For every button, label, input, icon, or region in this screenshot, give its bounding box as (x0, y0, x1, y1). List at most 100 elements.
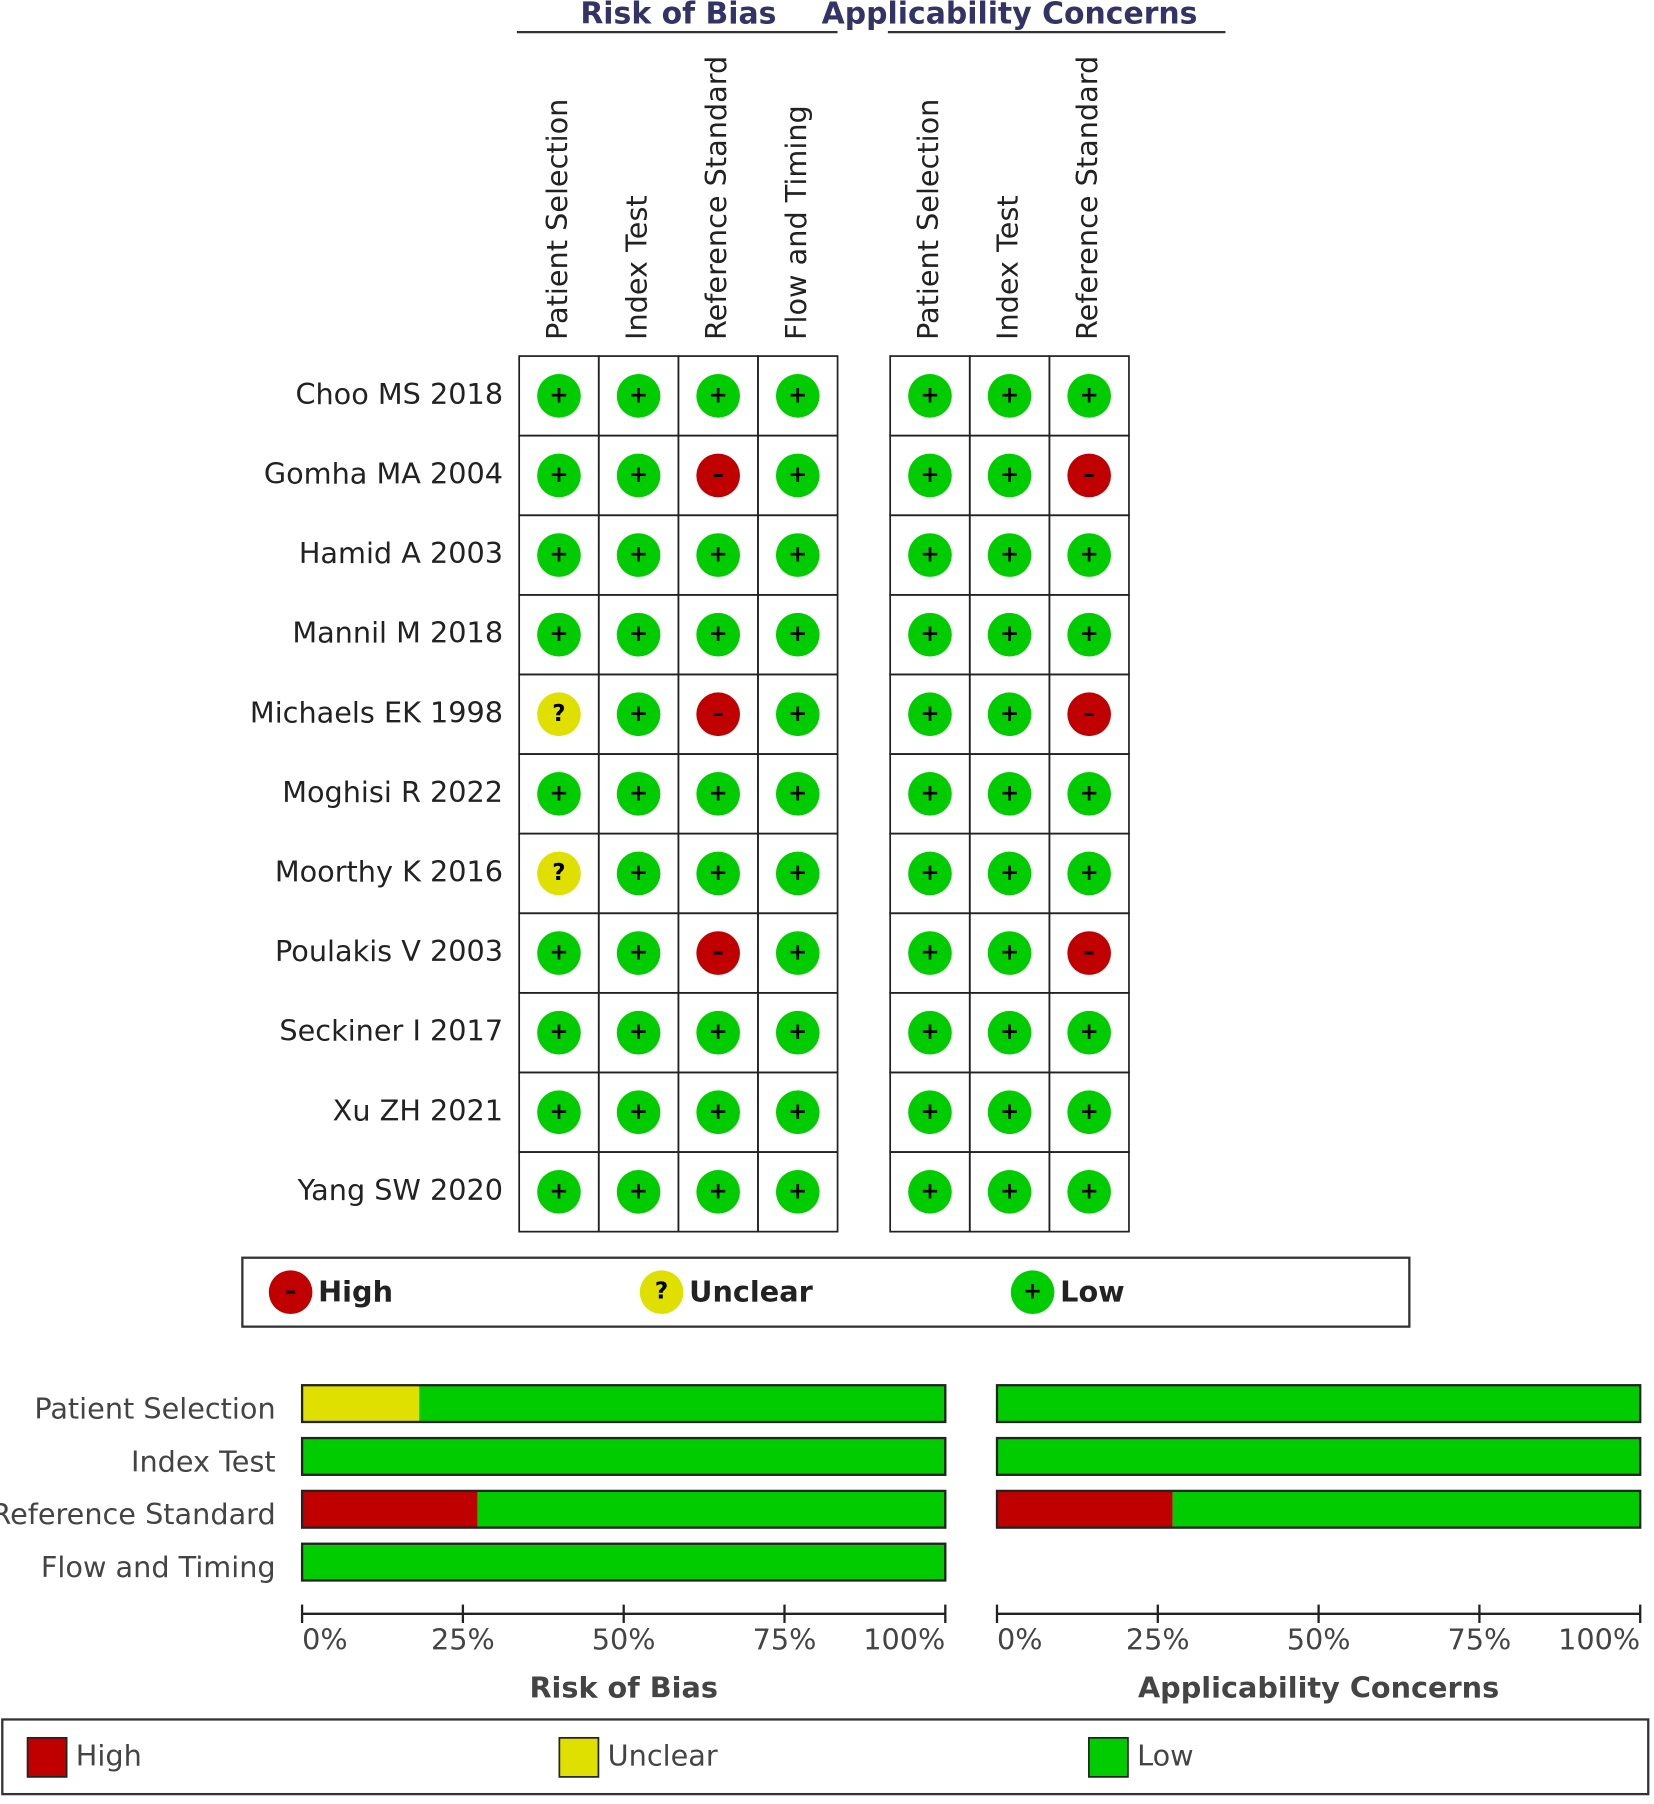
judgement-circle (775, 374, 820, 418)
judgement-symbol: + (920, 621, 939, 647)
judgement-symbol: – (1083, 701, 1094, 727)
judgement-symbol: – (712, 940, 723, 966)
judgement-circle (775, 453, 820, 498)
judgement-symbol: + (709, 621, 728, 647)
judgement-circle (987, 1010, 1032, 1055)
study-label: Moorthy K 2016 (275, 854, 503, 888)
judgement-circle (775, 1090, 820, 1135)
judgement-symbol: + (549, 542, 568, 568)
column-label: Reference Standard (1070, 56, 1104, 340)
judgement-circle (1067, 1170, 1111, 1214)
study-label: Gomha MA 2004 (264, 456, 503, 490)
judgement-symbol: + (1000, 542, 1019, 568)
judgement-symbol: + (920, 940, 939, 966)
judgement-symbol: + (788, 382, 807, 408)
category-label: Index Test (131, 1444, 276, 1478)
judgement-symbol: + (1080, 780, 1099, 806)
judgement-symbol: + (629, 621, 648, 647)
x-tick-label: 25% (431, 1622, 495, 1656)
bar-outline (995, 1384, 1642, 1424)
judgement-circle (537, 772, 581, 816)
cell (1048, 1151, 1130, 1233)
judgement-symbol: + (920, 1178, 939, 1204)
study-label: Choo MS 2018 (295, 377, 503, 411)
judgement-symbol: + (920, 382, 939, 408)
legend-label: Unclear (608, 1738, 718, 1772)
judgement-symbol: + (709, 1019, 728, 1045)
judgement-circle (908, 931, 952, 975)
legend-swatch (26, 1736, 68, 1778)
legend-label: Unclear (689, 1274, 813, 1308)
judgement-circle (1067, 931, 1111, 975)
study-label: Seckiner I 2017 (279, 1014, 503, 1048)
legend-symbol: – (285, 1279, 296, 1305)
judgement-circle (1067, 533, 1111, 577)
column-label: Index Test (991, 195, 1025, 340)
judgement-symbol: + (788, 860, 807, 886)
judgement-circle (908, 692, 952, 737)
bar-outline (300, 1384, 947, 1424)
judgement-circle (908, 453, 952, 498)
bar-segment (996, 1438, 1641, 1475)
column-label: Patient Selection (911, 99, 945, 340)
judgement-circle (696, 612, 740, 657)
category-label: Reference Standard (0, 1497, 276, 1531)
judgement-symbol: + (788, 1019, 807, 1045)
judgement-symbol: + (549, 1099, 568, 1125)
x-tick-label: 75% (1448, 1622, 1512, 1656)
legend-label: High (318, 1274, 393, 1308)
judgement-symbol: ? (552, 860, 565, 886)
judgement-circle (987, 1170, 1032, 1214)
judgement-symbol: – (1083, 462, 1094, 488)
judgement-circle (987, 772, 1032, 816)
judgement-symbol: + (920, 542, 939, 568)
legend-circle (1010, 1270, 1055, 1315)
judgement-symbol: + (788, 701, 807, 727)
legend-label: High (76, 1738, 142, 1772)
bar-segment (302, 1543, 946, 1581)
judgement-circle (616, 851, 661, 896)
judgement-circle (1067, 851, 1111, 896)
study-label: Poulakis V 2003 (275, 934, 503, 968)
judgement-symbol: + (788, 780, 807, 806)
judgement-symbol: – (712, 462, 723, 488)
bar-segment (419, 1385, 946, 1422)
study-label: Yang SW 2020 (297, 1173, 503, 1207)
judgement-circle (987, 453, 1032, 498)
bar-segment (996, 1385, 1641, 1422)
judgement-symbol: + (1080, 542, 1099, 568)
x-axis-title: Applicability Concerns (1138, 1671, 1499, 1705)
judgement-circle (1067, 1010, 1111, 1055)
judgement-symbol: + (709, 780, 728, 806)
bar-segment (1172, 1490, 1641, 1528)
judgement-symbol: + (920, 780, 939, 806)
judgement-circle (775, 533, 820, 577)
judgement-symbol: + (788, 1099, 807, 1125)
bar-outline (995, 1489, 1642, 1529)
judgement-symbol: + (629, 1019, 648, 1045)
judgement-circle (908, 533, 952, 577)
judgement-symbol: + (629, 1178, 648, 1204)
judgement-circle (987, 374, 1032, 418)
judgement-symbol: + (788, 462, 807, 488)
bar-segment (302, 1385, 420, 1422)
bar-outline (995, 1436, 1642, 1476)
bar-segment (302, 1438, 946, 1475)
judgement-circle (1067, 692, 1111, 737)
judgement-circle (1067, 374, 1111, 418)
judgement-symbol: + (1080, 621, 1099, 647)
judgement-symbol: + (788, 940, 807, 966)
judgement-circle (908, 772, 952, 816)
judgement-circle (537, 453, 581, 498)
judgement-circle (775, 692, 820, 737)
judgement-symbol: + (549, 780, 568, 806)
judgement-symbol: + (1080, 382, 1099, 408)
judgement-symbol: + (709, 1178, 728, 1204)
judgement-symbol: + (1080, 1099, 1099, 1125)
legend-box (241, 1256, 1411, 1328)
judgement-symbol: + (788, 542, 807, 568)
judgement-circle (616, 374, 661, 418)
judgement-symbol: + (1000, 940, 1019, 966)
judgement-circle (775, 772, 820, 816)
judgement-circle (537, 374, 581, 418)
